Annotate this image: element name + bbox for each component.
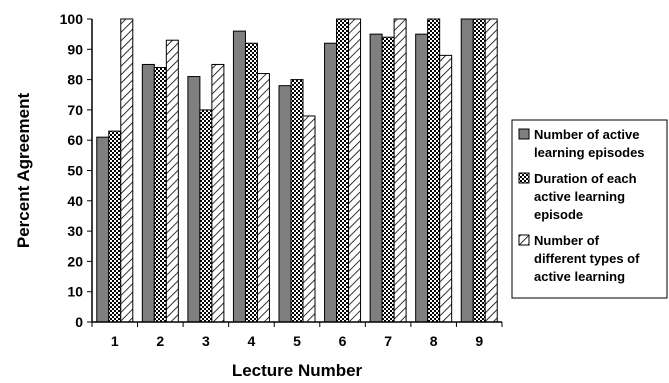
- y-axis-title: Percent Agreement: [14, 93, 33, 249]
- y-tick-label: 100: [60, 11, 84, 27]
- y-tick-label: 10: [67, 284, 83, 300]
- legend-label: learning episodes: [534, 145, 645, 160]
- bar-diagonal-hatch-lecture-3: [211, 63, 225, 323]
- legend-swatch-diagonal-hatch: [518, 234, 530, 246]
- x-tick-label: 7: [384, 333, 392, 349]
- x-tick-label: 4: [248, 333, 256, 349]
- bar-diagonal-hatch-lecture-2: [165, 39, 179, 323]
- legend-label: active learning: [534, 269, 625, 284]
- bar-checkered-lecture-4: [244, 42, 258, 323]
- legend-label: active learning: [534, 189, 625, 204]
- bar-checkered-lecture-2: [153, 66, 167, 323]
- bar-checkered-lecture-3: [199, 109, 213, 323]
- y-tick-label: 60: [67, 132, 83, 148]
- y-tick-label: 20: [67, 253, 83, 269]
- bar-diagonal-hatch-lecture-6: [348, 18, 362, 323]
- bar-checkered-lecture-6: [336, 18, 350, 323]
- x-tick-label: 9: [475, 333, 483, 349]
- y-tick-label: 90: [67, 41, 83, 57]
- y-tick-label: 40: [67, 193, 83, 209]
- legend-label: Number of active: [534, 127, 639, 142]
- y-tick-label: 80: [67, 72, 83, 88]
- y-tick-label: 30: [67, 223, 83, 239]
- bar-checkered-lecture-7: [381, 36, 395, 323]
- x-axis-ticks: 1 2 3 4 5 6 7 8 9: [91, 322, 503, 349]
- bar-checkered-lecture-1: [108, 130, 122, 323]
- bar-solid-gray-lecture-8: [415, 33, 429, 323]
- x-tick-label: 1: [111, 333, 119, 349]
- y-tick-label: 0: [75, 314, 83, 330]
- x-tick-label: 2: [156, 333, 164, 349]
- legend-swatch-solid-gray: [518, 128, 530, 140]
- y-tick-label: 70: [67, 102, 83, 118]
- legend-label: different types of: [534, 251, 640, 266]
- legend-swatch-checkered: [518, 172, 530, 184]
- bar-solid-gray-lecture-2: [141, 63, 155, 323]
- y-axis-ticks: 0 10 20 30 40 50 60 70 80 90 100: [60, 11, 92, 330]
- legend-label: Duration of each: [534, 171, 637, 186]
- x-axis-title: Lecture Number: [232, 361, 363, 380]
- legend: Number of active learning episodes Duratio…: [511, 119, 668, 299]
- bar-diagonal-hatch-lecture-9: [484, 18, 498, 323]
- bar-diagonal-hatch-lecture-4: [256, 73, 270, 323]
- bar-solid-gray-lecture-6: [324, 42, 338, 323]
- bar-solid-gray-lecture-3: [187, 76, 201, 323]
- bar-solid-gray-lecture-9: [460, 18, 474, 323]
- bar-solid-gray-lecture-7: [369, 33, 383, 323]
- bar-checkered-lecture-5: [290, 79, 304, 323]
- legend-label: episode: [534, 207, 583, 222]
- x-tick-label: 8: [430, 333, 438, 349]
- legend-box: [511, 119, 668, 299]
- bar-diagonal-hatch-lecture-7: [393, 18, 407, 323]
- bar-solid-gray-lecture-4: [232, 30, 246, 323]
- bar-solid-gray-lecture-5: [278, 85, 292, 323]
- x-tick-label: 5: [293, 333, 301, 349]
- y-tick-label: 50: [67, 163, 83, 179]
- bar-checkered-lecture-8: [427, 18, 441, 323]
- bar-diagonal-hatch-lecture-8: [439, 54, 453, 323]
- legend-label: Number of: [534, 233, 600, 248]
- bar-diagonal-hatch-lecture-5: [302, 115, 316, 323]
- bar-diagonal-hatch-lecture-1: [120, 18, 134, 323]
- x-tick-label: 3: [202, 333, 210, 349]
- bar-solid-gray-lecture-1: [96, 136, 110, 323]
- bar-checkered-lecture-9: [472, 18, 486, 323]
- x-tick-label: 6: [339, 333, 347, 349]
- bars: [96, 18, 498, 323]
